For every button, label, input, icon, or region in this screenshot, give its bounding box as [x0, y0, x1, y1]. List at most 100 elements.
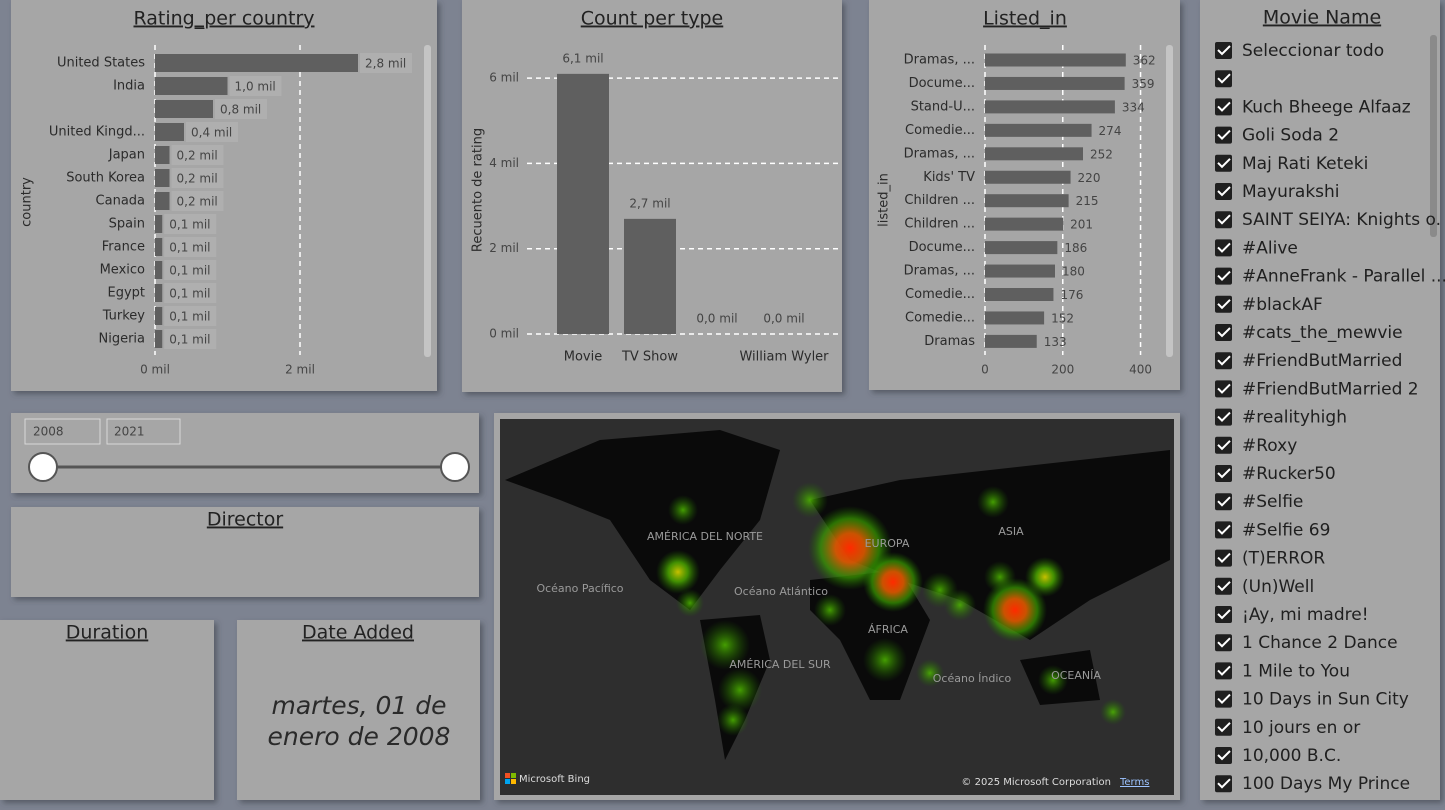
list-item[interactable]: #Alive: [1242, 238, 1298, 258]
list-item[interactable]: 10 jours en or: [1242, 718, 1360, 738]
bar: [985, 241, 1058, 255]
map-terms[interactable]: Terms: [1119, 777, 1149, 788]
data-label: 180: [1062, 265, 1085, 279]
x-tick-label: Movie: [564, 350, 602, 365]
y-tick-label: South Korea: [66, 171, 145, 186]
list-item[interactable]: ¡Ay, mi madre!: [1242, 605, 1369, 625]
checkbox[interactable]: [1215, 718, 1232, 736]
checkbox[interactable]: [1215, 380, 1232, 398]
scrollbar[interactable]: [1430, 35, 1437, 237]
list-item[interactable]: #blackAF: [1242, 295, 1323, 315]
label-bg: [171, 191, 224, 211]
list-item[interactable]: #Roxy: [1242, 436, 1297, 456]
checkbox[interactable]: [1215, 606, 1232, 623]
y-tick-label: 2 mil: [489, 241, 519, 255]
input-box[interactable]: [106, 418, 181, 445]
checkbox[interactable]: [1215, 352, 1232, 370]
bar: [985, 170, 1071, 184]
checkbox[interactable]: [1215, 70, 1232, 88]
checkmark: [1217, 129, 1231, 141]
list-item[interactable]: Seleccionar todo: [1242, 41, 1384, 61]
checkbox[interactable]: [1215, 577, 1232, 595]
checkbox[interactable]: [1215, 98, 1232, 116]
x-tick-label: TV Show: [621, 350, 678, 365]
slider-handle[interactable]: [28, 452, 58, 482]
checkbox[interactable]: [1215, 662, 1232, 680]
checkbox[interactable]: [1215, 154, 1232, 172]
list-item[interactable]: 10 Days in Sun City: [1242, 690, 1409, 710]
bar: [985, 264, 1055, 278]
y-tick-label: Canada: [96, 194, 145, 209]
checkbox[interactable]: [1215, 521, 1232, 539]
list-item[interactable]: #Selfie 69: [1242, 520, 1330, 540]
bar: [155, 54, 358, 72]
checkmark: [1217, 327, 1231, 338]
list-item[interactable]: #Rucker50: [1242, 464, 1336, 484]
list-item[interactable]: Maj Rati Keteki: [1242, 154, 1368, 174]
list-item[interactable]: (Un)Well: [1242, 577, 1314, 597]
checkbox[interactable]: [1215, 634, 1232, 652]
checkbox[interactable]: [1215, 493, 1232, 511]
bar: [155, 261, 163, 279]
checkbox[interactable]: [1215, 775, 1232, 793]
list-item[interactable]: #FriendButMarried: [1242, 351, 1402, 371]
list-item[interactable]: SAINT SEIYA: Knights o.: [1242, 210, 1441, 230]
data-label: 0,4 mil: [191, 126, 232, 140]
year-end[interactable]: 2021: [114, 425, 145, 439]
list-item[interactable]: 100 Days My Prince: [1242, 774, 1410, 794]
list-item[interactable]: Kuch Bheege Alfaaz: [1242, 97, 1411, 117]
axis-title: country: [20, 177, 35, 227]
checkmark: [1217, 242, 1231, 253]
checkbox[interactable]: [1215, 465, 1232, 482]
checkbox[interactable]: [1215, 549, 1232, 567]
list-item[interactable]: #AnneFrank - Parallel ...: [1242, 267, 1445, 287]
checkbox[interactable]: [1215, 183, 1232, 200]
x-tick-label: 0: [981, 363, 989, 377]
list-item[interactable]: #realityhigh: [1242, 408, 1347, 428]
panel: [11, 507, 479, 597]
list-item[interactable]: (T)ERROR: [1242, 549, 1325, 569]
list-item[interactable]: Mayurakshi: [1242, 182, 1340, 202]
list-item[interactable]: 1 Mile to You: [1242, 661, 1350, 681]
checkbox[interactable]: [1215, 690, 1232, 708]
scrollbar[interactable]: [1166, 45, 1173, 357]
y-tick-label: United Kingd...: [49, 125, 145, 140]
y-tick-label: Children ...: [904, 193, 975, 208]
bar: [985, 334, 1037, 348]
y-tick-label: Comedie...: [905, 287, 975, 302]
list-item[interactable]: #FriendButMarried 2: [1242, 379, 1419, 399]
list-item[interactable]: 1 Chance 2 Dance: [1242, 633, 1398, 653]
input-box[interactable]: [24, 418, 101, 445]
checkbox[interactable]: [1215, 267, 1232, 285]
checkbox[interactable]: [1215, 42, 1232, 59]
y-tick-label: France: [102, 240, 145, 255]
checkbox[interactable]: [1215, 436, 1232, 454]
year-start[interactable]: 2008: [33, 425, 64, 439]
checkmark: [1217, 299, 1231, 310]
list-item[interactable]: #Selfie: [1242, 492, 1303, 512]
x-tick-label: 400: [1129, 363, 1152, 377]
y-tick-label: Comedie...: [905, 123, 975, 138]
checkbox[interactable]: [1215, 126, 1232, 144]
checkbox[interactable]: [1215, 239, 1232, 257]
checkbox[interactable]: [1215, 295, 1232, 313]
bar: [155, 146, 170, 164]
data-label: 0,0 mil: [763, 312, 804, 326]
list-item[interactable]: 10,000 B.C.: [1242, 746, 1341, 766]
checkbox[interactable]: [1215, 747, 1232, 764]
bar: [985, 217, 1064, 231]
map-label: AMÉRICA DEL NORTE: [647, 530, 763, 543]
bar: [155, 330, 163, 348]
list-item[interactable]: #cats_the_mewvie: [1242, 323, 1403, 343]
scrollbar[interactable]: [424, 45, 431, 357]
checkmark: [1217, 73, 1231, 84]
checkbox[interactable]: [1215, 324, 1232, 341]
checkbox[interactable]: [1215, 211, 1232, 229]
checkbox[interactable]: [1215, 408, 1232, 426]
list-item[interactable]: Goli Soda 2: [1242, 126, 1339, 146]
map-label: AMÉRICA DEL SUR: [729, 658, 831, 671]
data-label: 0,1 mil: [169, 310, 210, 324]
y-tick-label: 4 mil: [489, 156, 519, 170]
slider-handle[interactable]: [440, 452, 470, 482]
label-bg: [164, 306, 217, 326]
